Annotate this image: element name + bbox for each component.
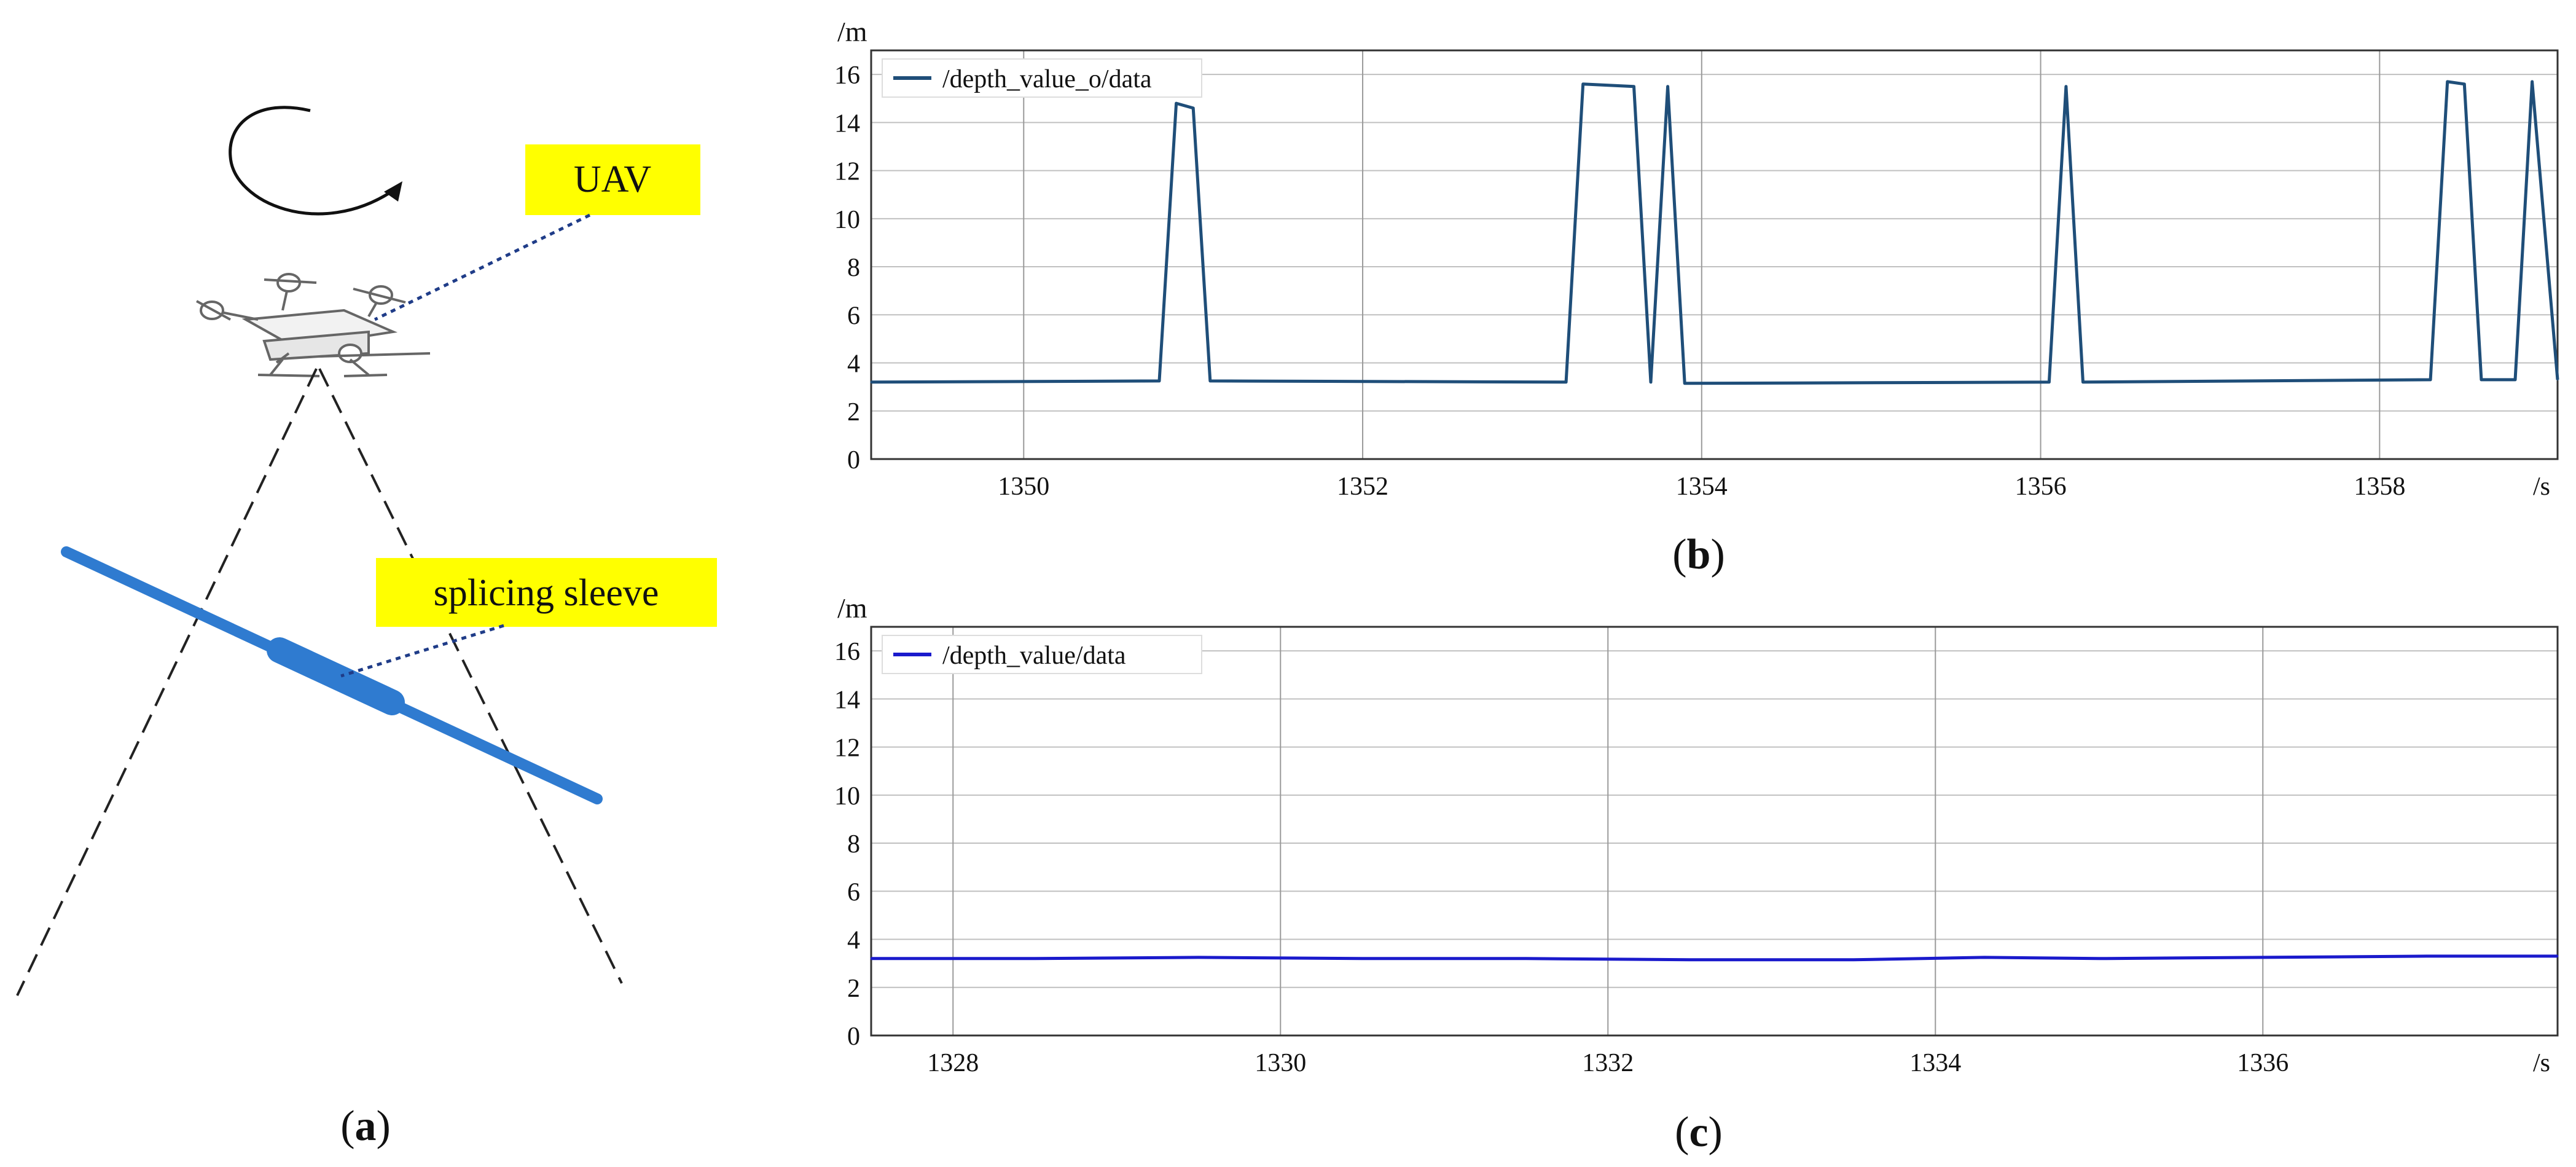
chart-b-point-0-17 bbox=[2480, 379, 2483, 381]
chart-c: 0 2 4 6 8 10 12 14 16 1328 1330 1332 1334 1336/m/s/de… bbox=[834, 592, 2559, 1077]
chart-c-ytick-label-4: 8 bbox=[847, 830, 860, 859]
chart-c-series-line-0 bbox=[871, 954, 2558, 962]
chart-b-ytick-label-7: 14 bbox=[834, 109, 860, 138]
chart-b-ytick-label-3: 6 bbox=[847, 302, 860, 330]
chart-c-point-0-5 bbox=[1689, 959, 1691, 961]
chart-b-point-0-4 bbox=[1209, 380, 1212, 382]
chart-b-legend-label-0: /depth_value_o/data bbox=[942, 65, 1152, 93]
splicing-sleeve bbox=[267, 637, 405, 715]
uav-label-box bbox=[525, 144, 700, 215]
chart-b-ytick-label-5: 10 bbox=[834, 206, 860, 234]
fov-line-right bbox=[318, 368, 623, 984]
chart-c-point-0-11 bbox=[2556, 955, 2559, 957]
chart-b-ytick-label-6: 12 bbox=[834, 158, 860, 186]
chart-b-xtick-label-2: 1354 bbox=[1676, 473, 1728, 501]
chart-b-xtick-label-1: 1352 bbox=[1337, 473, 1388, 501]
chart-c-plot-area bbox=[870, 626, 2559, 1037]
drone-icon bbox=[196, 273, 431, 377]
chart-b-point-0-2 bbox=[1175, 102, 1178, 104]
chart-b-point-0-20 bbox=[2556, 379, 2559, 381]
chart-c-ytick-label-8: 16 bbox=[834, 638, 860, 666]
chart-c-plot-border bbox=[870, 626, 2559, 1037]
chart-b-point-0-8 bbox=[1650, 381, 1652, 383]
chart-b-xtick-label-4: 1358 bbox=[2354, 473, 2405, 501]
chart-b-point-0-0 bbox=[870, 381, 872, 383]
caption-a: (a) bbox=[340, 1102, 391, 1150]
caption-c: (c) bbox=[1675, 1109, 1723, 1156]
chart-b-point-0-9 bbox=[1667, 85, 1669, 88]
chart-b-point-0-18 bbox=[2514, 379, 2516, 381]
chart-b-ytick-label-8: 16 bbox=[834, 61, 860, 90]
sleeve-label: splicing sleeve bbox=[434, 572, 659, 614]
chart-c-point-0-6 bbox=[1852, 959, 1855, 961]
rotation-arrow-icon bbox=[229, 106, 402, 216]
chart-b-point-0-7 bbox=[1632, 85, 1635, 88]
chart-c-point-0-0 bbox=[870, 957, 872, 960]
chart-c-ytick-label-0: 0 bbox=[847, 1023, 860, 1051]
chart-c-point-0-2 bbox=[1197, 956, 1200, 959]
chart-c-ytick-label-6: 12 bbox=[834, 734, 860, 763]
chart-b-ytick-label-1: 2 bbox=[847, 398, 860, 426]
chart-b-y-unit: /m bbox=[837, 16, 867, 47]
chart-b-point-0-1 bbox=[1158, 380, 1161, 382]
chart-c-point-0-3 bbox=[1361, 957, 1364, 960]
chart-b-ytick-label-0: 0 bbox=[847, 446, 860, 474]
chart-b-xtick-label-3: 1356 bbox=[2015, 473, 2067, 501]
chart-b: 0 2 4 6 8 10 12 14 16 1350 1352 1354 1356 1358/m/s/de… bbox=[834, 16, 2559, 501]
chart-c-point-0-4 bbox=[1525, 957, 1527, 960]
chart-c-legend bbox=[882, 635, 1202, 674]
caption-b: (b) bbox=[1672, 531, 1725, 578]
uav-label: UAV bbox=[574, 159, 652, 200]
chart-c-xtick-label-3: 1334 bbox=[1909, 1049, 1961, 1077]
chart-b-point-0-5 bbox=[1565, 381, 1567, 383]
chart-b-point-0-10 bbox=[1683, 382, 1686, 385]
chart-b-ytick-label-2: 4 bbox=[847, 350, 860, 379]
sleeve-label-box bbox=[376, 558, 717, 627]
chart-c-ytick-label-5: 10 bbox=[834, 782, 860, 811]
chart-c-ytick-label-1: 2 bbox=[847, 975, 860, 1003]
chart-b-point-0-11 bbox=[2048, 381, 2050, 383]
depth-charts: 0 2 4 6 8 10 12 14 16 1350 1352 1354 1356 1358/m/s/de… bbox=[834, 16, 2559, 1156]
chart-c-xtick-label-2: 1332 bbox=[1582, 1049, 1634, 1077]
chart-b-point-0-12 bbox=[2065, 85, 2067, 88]
fov-line-left bbox=[16, 368, 318, 996]
uav-schematic: UAV splicing sleeve (a) bbox=[16, 106, 717, 1150]
chart-b-plot-area bbox=[870, 49, 2559, 460]
chart-b-point-0-16 bbox=[2463, 83, 2465, 85]
sleeve-pointer-line bbox=[340, 624, 504, 678]
uav-pointer-line bbox=[374, 213, 591, 321]
chart-c-point-0-7 bbox=[1983, 956, 1986, 959]
chart-b-point-0-3 bbox=[1192, 107, 1194, 109]
chart-c-xtick-label-4: 1336 bbox=[2237, 1049, 2288, 1077]
chart-c-xtick-label-0: 1328 bbox=[927, 1049, 979, 1077]
chart-b-point-0-19 bbox=[2531, 81, 2534, 83]
chart-b-ytick-label-4: 8 bbox=[847, 254, 860, 282]
chart-c-ytick-label-7: 14 bbox=[834, 686, 860, 714]
chart-c-ytick-label-3: 6 bbox=[847, 878, 860, 906]
chart-c-point-0-10 bbox=[2425, 955, 2428, 957]
chart-c-point-0-9 bbox=[2261, 956, 2264, 959]
chart-c-ytick-label-2: 4 bbox=[847, 927, 860, 955]
chart-c-xtick-label-1: 1330 bbox=[1255, 1049, 1306, 1077]
chart-b-point-0-15 bbox=[2446, 81, 2449, 83]
chart-c-point-0-1 bbox=[1034, 957, 1036, 960]
chart-b-plot-border bbox=[870, 49, 2559, 460]
chart-c-x-unit: /s bbox=[2533, 1049, 2550, 1077]
chart-b-legend bbox=[882, 58, 1202, 98]
chart-b-point-0-6 bbox=[1582, 83, 1584, 85]
chart-c-legend-label-0: /depth_value/data bbox=[942, 642, 1126, 670]
chart-b-point-0-14 bbox=[2429, 379, 2432, 381]
chart-c-point-0-8 bbox=[2098, 957, 2100, 960]
chart-b-xtick-label-0: 1350 bbox=[998, 473, 1049, 501]
chart-b-x-unit: /s bbox=[2533, 473, 2550, 501]
chart-c-y-unit: /m bbox=[837, 592, 867, 624]
chart-b-point-0-13 bbox=[2082, 381, 2085, 383]
